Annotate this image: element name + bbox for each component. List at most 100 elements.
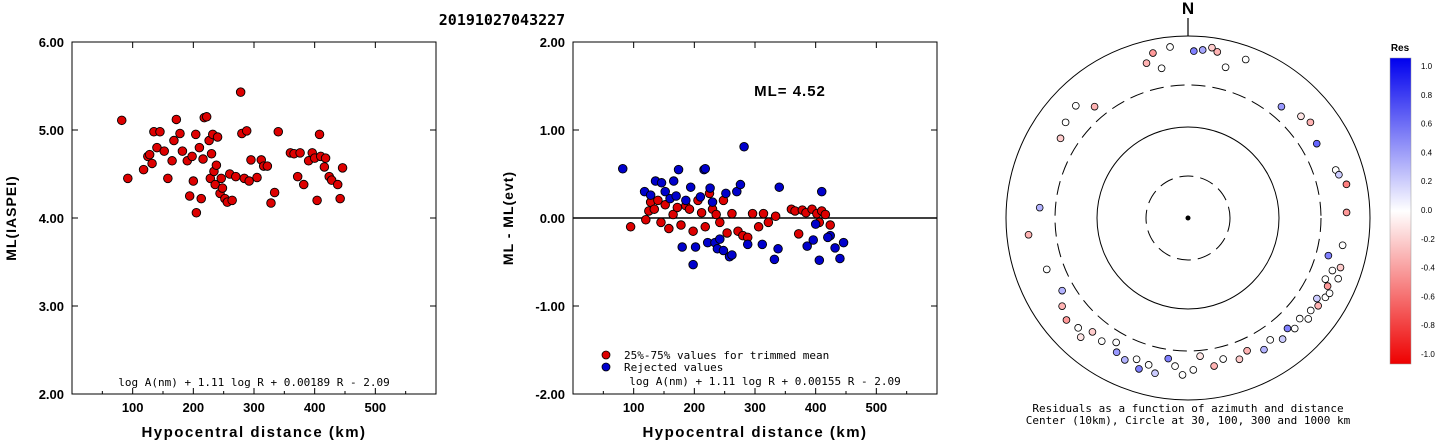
data-point	[198, 154, 208, 164]
data-point	[312, 195, 322, 206]
data-point	[266, 198, 276, 208]
data-point	[816, 186, 827, 197]
data-point	[314, 129, 325, 140]
station-point	[1278, 335, 1287, 343]
data-point	[194, 142, 205, 153]
station-point	[1338, 241, 1347, 250]
y-tick-label: -1.00	[535, 299, 565, 314]
data-point	[292, 171, 303, 182]
data-point	[825, 220, 835, 230]
data-point	[184, 191, 195, 201]
colorbar-tick-label: 0.0	[1421, 206, 1433, 215]
data-point	[770, 211, 781, 221]
data-point	[758, 208, 769, 219]
legend-marker-trimmed	[601, 350, 611, 360]
data-point	[742, 239, 753, 250]
data-point	[269, 187, 280, 198]
station-point	[1213, 48, 1222, 56]
data-point	[684, 204, 695, 214]
colorbar-tick-label: 0.8	[1421, 91, 1433, 100]
data-point	[774, 182, 785, 192]
station-point	[1297, 112, 1305, 121]
data-point	[769, 254, 780, 265]
data-point	[163, 173, 173, 184]
data-point	[617, 163, 628, 174]
station-point	[1342, 180, 1351, 189]
data-point	[763, 217, 774, 228]
y-tick-label: 5.00	[39, 123, 64, 138]
station-point	[1314, 301, 1322, 310]
station-point	[1076, 333, 1085, 341]
station-point	[1112, 338, 1120, 347]
colorbar-tick-label: -0.6	[1421, 292, 1435, 301]
panel-ml-iaspei: 2.00 3.00 4.00 5.00 6.00 100 200 300 400 500 ML(…	[3, 35, 437, 441]
station-point	[1312, 139, 1321, 148]
station-point	[1335, 170, 1343, 179]
colorbar-tick-label: -0.2	[1421, 235, 1435, 244]
colorbar-tick-label: -1.0	[1421, 350, 1435, 359]
data-point	[700, 163, 711, 174]
polar-caption-line1: Residuals as a function of azimuth and d…	[1032, 402, 1343, 415]
data-point	[175, 128, 185, 139]
data-point	[688, 259, 698, 270]
panel-ml-residual: -2.00 -1.00 0.00 1.00 2.00 100 200 300 400 500 M…	[500, 35, 938, 441]
data-point	[144, 149, 155, 160]
data-point	[668, 176, 679, 186]
data-point	[320, 153, 331, 163]
data-point	[645, 190, 656, 200]
station-point	[1074, 324, 1082, 332]
x-tick-label: 500	[865, 400, 887, 415]
x-tick-label: 100	[623, 400, 645, 415]
data-point	[727, 208, 737, 219]
data-point	[838, 237, 849, 248]
x-axis-label: Hypocentral distance (km)	[642, 424, 867, 441]
data-point	[690, 242, 701, 252]
data-point	[211, 160, 222, 170]
data-point	[722, 228, 732, 238]
data-point	[295, 148, 305, 158]
station-point	[1132, 355, 1141, 364]
data-point	[700, 222, 711, 232]
data-point	[191, 207, 202, 218]
station-point	[1112, 348, 1121, 357]
station-point	[1189, 366, 1198, 374]
data-point	[641, 215, 651, 225]
station-point	[1058, 286, 1066, 295]
station-point	[1241, 55, 1250, 64]
station-point	[1035, 203, 1044, 212]
station-point	[1024, 230, 1033, 239]
data-point	[735, 179, 746, 190]
data-point	[653, 195, 663, 206]
data-point	[672, 202, 683, 213]
station-point	[1072, 102, 1080, 110]
polar-caption-line2: Center (10km), Circle at 30, 100, 300 an…	[1026, 414, 1351, 427]
data-point	[319, 162, 330, 172]
station-point	[1061, 118, 1070, 127]
x-tick-label: 200	[683, 400, 705, 415]
x-tick-label: 500	[364, 400, 386, 415]
data-point	[711, 209, 721, 220]
station-point	[1266, 336, 1275, 344]
data-point	[677, 242, 687, 252]
station-point	[1142, 59, 1151, 67]
station-point	[1321, 275, 1330, 283]
data-point	[715, 217, 725, 228]
station-point	[1306, 306, 1315, 315]
station-point	[1334, 274, 1343, 283]
station-point	[1164, 354, 1173, 363]
station-point	[1290, 324, 1299, 333]
data-point	[216, 173, 226, 184]
data-point	[660, 186, 670, 197]
data-point	[747, 208, 758, 219]
station-point	[1171, 362, 1179, 370]
legend-label-trimmed: 25%-75% values for trimmed mean	[624, 349, 829, 362]
data-point	[660, 200, 670, 210]
station-point	[1056, 134, 1065, 143]
station-point	[1221, 63, 1230, 72]
station-point	[1323, 282, 1332, 290]
data-point	[656, 178, 667, 188]
data-point	[273, 127, 284, 137]
data-point	[685, 182, 696, 192]
station-point	[1243, 346, 1251, 355]
